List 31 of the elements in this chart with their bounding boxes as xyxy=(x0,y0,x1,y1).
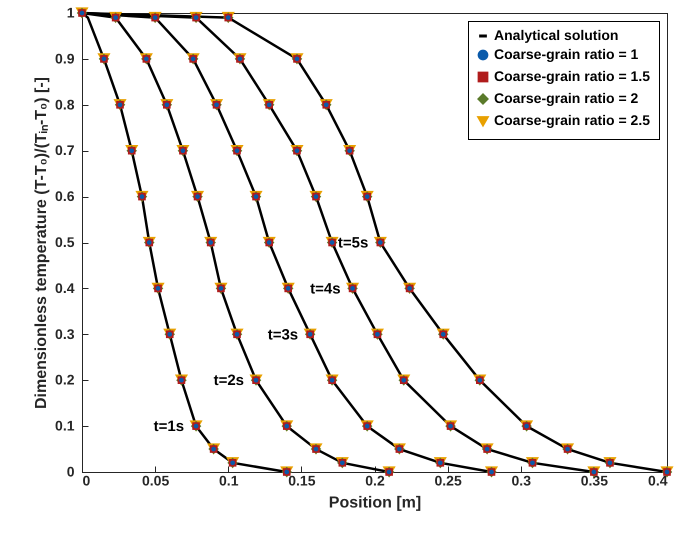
y-tick-label: 0.7 xyxy=(55,142,75,158)
x-tick-label: 0.1 xyxy=(219,472,239,488)
y-axis-title: Dimensionless temperature (T-T₀)/(Tᵢₙ-T₀) [-] xyxy=(33,76,50,410)
legend-label: Coarse-grain ratio = 1 xyxy=(494,46,639,62)
x-tick-label: 0 xyxy=(82,472,90,488)
annotation: t=4s xyxy=(310,280,341,298)
y-tick-label: 0.5 xyxy=(55,234,75,250)
y-tick-label: 0.1 xyxy=(55,418,75,434)
x-tick-label: 0.2 xyxy=(365,472,385,488)
legend-label: Coarse-grain ratio = 2 xyxy=(494,90,639,106)
annotation: t=2s xyxy=(214,372,244,390)
y-tick-label: 0.4 xyxy=(55,280,75,296)
y-tick-label: 0.9 xyxy=(55,50,75,66)
y-tick-label: 0.3 xyxy=(55,326,75,342)
legend-label: Analytical solution xyxy=(494,27,618,43)
x-tick-label: 0.05 xyxy=(142,472,170,488)
x-axis-title: Position [m] xyxy=(328,494,422,512)
y-tick-label: 1 xyxy=(66,4,75,20)
annotation: t=3s xyxy=(268,326,298,344)
x-tick-label: 0.35 xyxy=(580,472,608,488)
annotation: t=5s xyxy=(338,234,368,252)
annotation: t=1s xyxy=(154,418,184,436)
x-tick-label: 0.3 xyxy=(512,472,532,488)
y-tick-label: 0.6 xyxy=(55,188,75,204)
legend-label: Coarse-grain ratio = 2.5 xyxy=(494,112,650,128)
legend-label: Coarse-grain ratio = 1.5 xyxy=(494,68,650,84)
y-tick-label: 0.8 xyxy=(55,96,75,112)
x-tick-label: 0.25 xyxy=(434,472,462,488)
x-tick-label: 0.4 xyxy=(648,472,668,488)
y-tick-label: 0.2 xyxy=(55,372,75,388)
x-tick-label: 0.15 xyxy=(288,472,316,488)
